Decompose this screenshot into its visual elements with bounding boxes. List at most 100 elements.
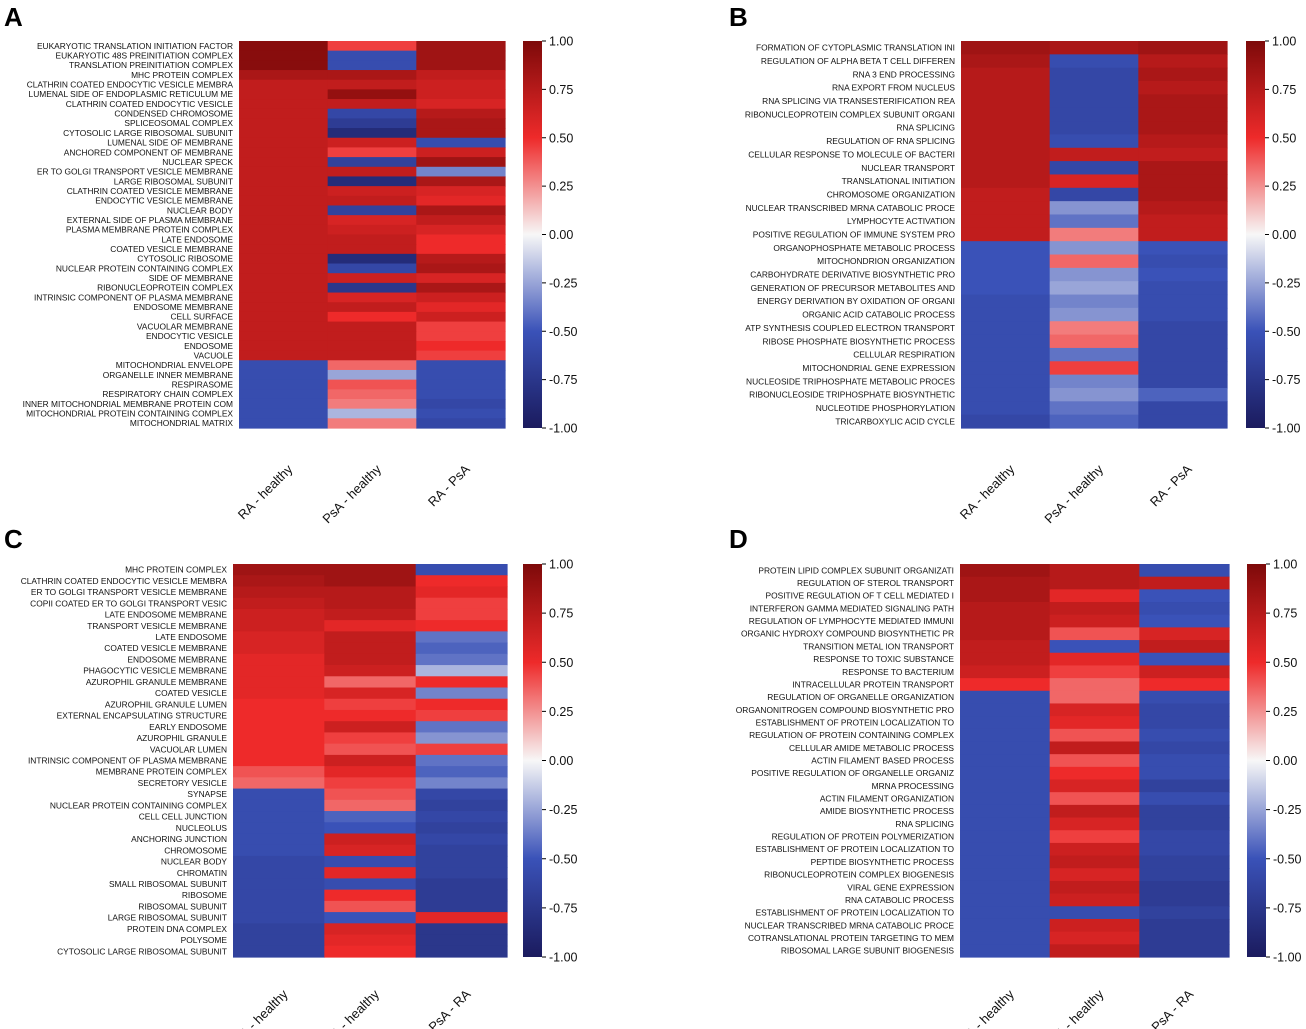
row-label: ER TO GOLGI TRANSPORT VESICLE MEMBRANE	[31, 587, 228, 597]
heatmap-cell	[415, 777, 508, 790]
row-label: ORGANONITROGEN COMPOUND BIOSYNTHETIC PRO	[736, 705, 955, 715]
row-label: CLATHRIN COATED VESICLE MEMBRANE	[67, 186, 234, 196]
heatmap-cell	[327, 311, 417, 323]
heatmap-cell	[1139, 652, 1230, 667]
heatmap-cell	[961, 294, 1051, 309]
heatmap-cell	[327, 321, 417, 332]
heatmap-cell	[1138, 294, 1228, 309]
row-label: MHC PROTEIN COMPLEX	[131, 70, 233, 80]
heatmap-cell	[239, 292, 329, 303]
heatmap-cell	[415, 867, 508, 879]
heatmap-cell	[1138, 387, 1228, 402]
heatmap-cell	[415, 900, 508, 913]
heatmap-cell	[239, 215, 329, 226]
heatmap-cell	[1049, 564, 1140, 578]
row-label: MEMBRANE PROTEIN COMPLEX	[96, 767, 228, 777]
row-label: MITOCHONDRIAL MATRIX	[130, 418, 234, 428]
row-label: LATE ENDOSOME MEMBRANE	[105, 610, 228, 620]
row-label: EXTERNAL SIDE OF PLASMA MEMBRANE	[67, 215, 234, 225]
row-label: COATED VESICLE MEMBRANE	[110, 244, 233, 254]
heatmap-cell	[324, 698, 417, 711]
heatmap-cell	[327, 147, 417, 158]
heatmap-cell	[1138, 187, 1228, 202]
heatmap-cell	[239, 89, 329, 100]
row-label: RIBONUCLEOSIDE TRIPHOSPHATE BIOSYNTHETIC	[749, 390, 955, 400]
heatmap-cell	[1139, 690, 1230, 705]
heatmap-cell	[1139, 665, 1230, 679]
heatmap-cell	[1049, 766, 1140, 781]
heatmap-cell	[1139, 880, 1230, 895]
heatmap-cell	[961, 227, 1051, 242]
heatmap-cell	[961, 401, 1051, 416]
colorbar-tick-label: -0.75	[549, 373, 578, 387]
row-label: POSITIVE REGULATION OF ORGANELLE ORGANIZ	[751, 768, 954, 778]
heatmap-cell	[1049, 41, 1139, 55]
column-label: PsA - healthy	[952, 986, 1017, 1029]
heatmap-cell	[324, 934, 417, 947]
colorbar-tick-label: -0.50	[549, 325, 578, 339]
heatmap-cell	[1049, 267, 1139, 282]
heatmap-cell	[1049, 401, 1139, 416]
row-label: VACUOLAR LUMEN	[150, 744, 227, 754]
heatmap-cell	[415, 822, 508, 835]
heatmap-cell	[1049, 107, 1139, 122]
heatmap-cell	[960, 728, 1051, 743]
heatmap-cell	[416, 89, 506, 100]
row-label: CLATHRIN COATED ENDOCYTIC VESICLE MEMBRA	[21, 576, 228, 586]
heatmap-cell	[233, 878, 325, 891]
heatmap-cell	[1049, 728, 1140, 743]
heatmap-cell	[960, 880, 1051, 895]
heatmap-cell	[960, 906, 1051, 920]
heatmap-cell	[416, 321, 506, 332]
heatmap-cell	[416, 398, 506, 410]
heatmap-cell	[416, 311, 506, 323]
heatmap-cell	[239, 350, 329, 361]
row-label: CYTOSOLIC LARGE RIBOSOMAL SUBUNIT	[63, 128, 233, 138]
heatmap-cell	[327, 128, 417, 139]
heatmap-cell	[327, 60, 417, 71]
heatmap-cell	[416, 99, 506, 110]
row-label: INTRINSIC COMPONENT OF PLASMA MEMBRANE	[34, 292, 233, 302]
heatmap-cell	[233, 754, 325, 767]
heatmap-cell	[416, 118, 506, 129]
heatmap-cell	[961, 241, 1051, 256]
heatmap-cell	[416, 379, 506, 390]
heatmap-cell	[327, 263, 417, 274]
row-label: TRANSLATION PREINITIATION COMPLEX	[69, 60, 233, 70]
heatmap-cell	[961, 321, 1051, 336]
heatmap-cell	[415, 698, 508, 711]
heatmap-cell	[415, 844, 508, 857]
heatmap-cell	[1139, 792, 1230, 806]
column-label: RA - healthy	[321, 986, 382, 1029]
column-label: RA - healthy	[1046, 986, 1107, 1029]
heatmap-cell	[960, 703, 1051, 717]
heatmap-cell	[233, 676, 325, 689]
heatmap-cell	[324, 855, 417, 868]
heatmap-cell	[233, 564, 325, 576]
heatmap-cell	[233, 912, 325, 924]
heatmap-cell	[327, 137, 417, 149]
heatmap-cell	[1049, 214, 1139, 229]
row-label: CYTOSOLIC RIBOSOME	[137, 254, 233, 264]
heatmap-cell	[961, 214, 1051, 229]
heatmap-cell	[1049, 906, 1140, 920]
heatmap-cell	[324, 878, 417, 891]
row-label: CELLULAR AMIDE METABOLIC PROCESS	[789, 743, 954, 753]
row-label: MHC PROTEIN COMPLEX	[125, 565, 227, 575]
colorbar-tick-label: 1.00	[1272, 35, 1296, 49]
heatmap-cell	[1049, 880, 1140, 895]
heatmap-cell	[960, 868, 1051, 882]
heatmap-cell	[239, 311, 329, 323]
heatmap-cell	[233, 665, 325, 677]
heatmap-cell	[327, 89, 417, 100]
panel-label: B	[729, 2, 748, 32]
heatmap-cell	[1138, 361, 1228, 376]
row-label: CONDENSED CHROMOSOME	[114, 109, 233, 119]
heatmap-cell	[1049, 665, 1140, 679]
row-label: TRANSLATIONAL INITIATION	[842, 176, 955, 186]
heatmap-cell	[1138, 374, 1228, 389]
heatmap-cell	[233, 721, 325, 734]
heatmap-cell	[233, 597, 325, 610]
row-label: ENDOCYTIC VESICLE MEMBRANE	[95, 196, 233, 206]
